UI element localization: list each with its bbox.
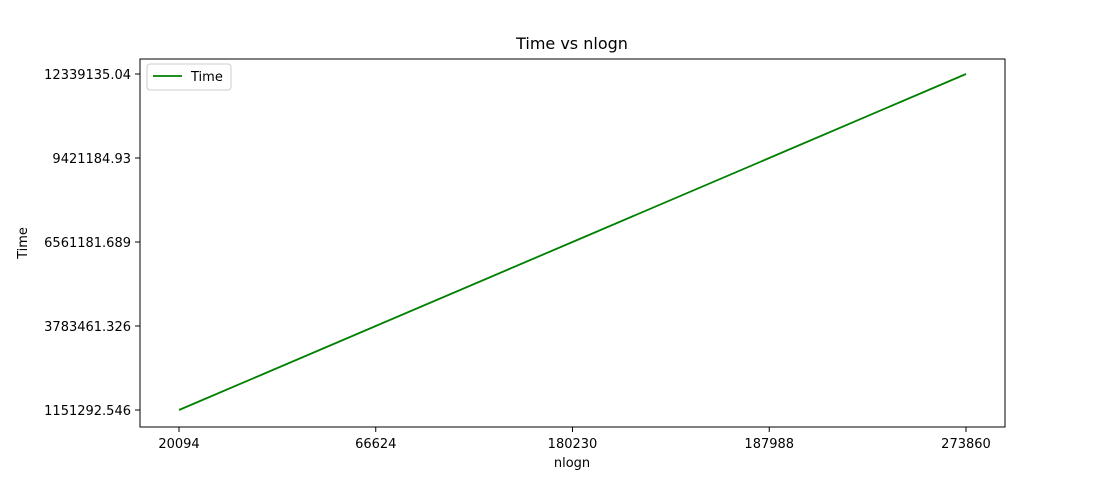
series-line-time: [178, 73, 967, 411]
x-tick-label: 20094: [158, 437, 199, 452]
x-tick-label: 187988: [744, 437, 794, 452]
y-tick-label: 12339135.04: [44, 68, 131, 83]
legend-label-time: Time: [190, 70, 223, 85]
y-axis-ticks: 1151292.546 3783461.326 6561181.689 9421184…: [44, 68, 140, 419]
x-axis-ticks: 20094 66624 180230 187988 273860: [158, 427, 991, 452]
legend: Time: [146, 63, 232, 91]
series-layer: [178, 73, 967, 411]
y-tick-label: 1151292.546: [44, 404, 131, 419]
x-tick-label: 273860: [941, 437, 991, 452]
y-tick-label: 6561181.689: [44, 236, 131, 251]
chart-title: Time vs nlogn: [515, 34, 628, 53]
x-tick-label: 66624: [355, 437, 396, 452]
y-tick-label: 9421184.93: [52, 152, 131, 167]
y-axis-label: Time: [16, 227, 31, 260]
legend-box: [146, 63, 232, 91]
y-tick-label: 3783461.326: [44, 320, 131, 335]
x-tick-label: 180230: [548, 437, 598, 452]
x-axis-label: nlogn: [554, 456, 590, 471]
